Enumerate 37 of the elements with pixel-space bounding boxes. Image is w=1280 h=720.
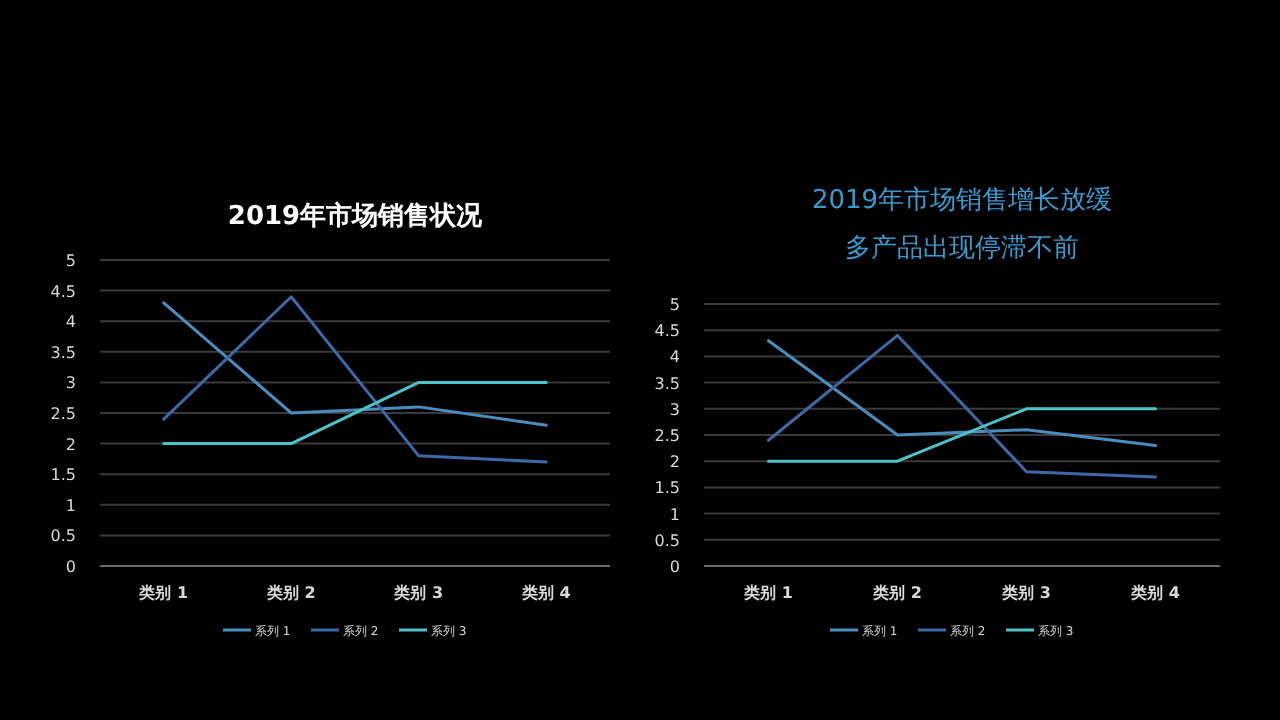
line-series	[162, 301, 548, 427]
y-tick-label: 4.5	[654, 322, 680, 341]
y-tick-label: 1	[65, 496, 76, 515]
line-series	[162, 295, 548, 464]
y-tick-label: 4	[669, 348, 680, 367]
x-tick-label: 类别 4	[519, 584, 572, 602]
x-tick-label: 类别 3	[392, 584, 444, 602]
y-tick-label: 3	[669, 400, 680, 419]
x-tick-label: 类别 1	[742, 584, 794, 602]
x-tick-label: 类别 2	[264, 584, 316, 602]
y-tick-label: 4	[65, 313, 76, 332]
y-tick-label: 2.5	[50, 405, 76, 423]
y-tick-label: 2.5	[654, 427, 680, 445]
y-tick-label: 3.5	[50, 343, 76, 362]
y-tick-label: 3	[65, 374, 76, 393]
y-tick-label: 4.5	[50, 282, 76, 301]
y-tick-label: 1.5	[50, 466, 76, 485]
x-tick-label: 类别 4	[1129, 584, 1181, 602]
line-series	[767, 333, 1157, 479]
x-tick-label: 类别 3	[1000, 584, 1051, 602]
y-tick-label: 5	[65, 252, 76, 270]
y-tick-label: 0	[65, 558, 76, 576]
y-tick-label: 5	[669, 296, 680, 314]
y-tick-label: 2	[669, 453, 680, 472]
chart-subtitle: 多产品出现停滞不前	[845, 234, 1079, 264]
x-tick-label: 类别 2	[871, 584, 922, 602]
y-tick-label: 2	[65, 435, 76, 454]
y-tick-label: 0	[669, 558, 680, 576]
y-tick-label: 0.5	[654, 531, 680, 550]
y-tick-label: 0.5	[50, 527, 76, 546]
x-tick-label: 类别 1	[137, 584, 189, 602]
line-series	[767, 339, 1157, 447]
y-tick-label: 1	[669, 505, 680, 524]
y-tick-label: 3.5	[654, 374, 680, 393]
y-tick-label: 1.5	[654, 479, 680, 498]
chart-title: 2019年市场销售增长放缓	[811, 186, 1113, 216]
chart-title: 2019年市场销售状况	[227, 200, 485, 232]
